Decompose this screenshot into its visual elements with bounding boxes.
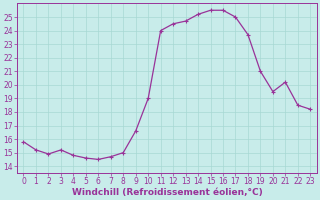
X-axis label: Windchill (Refroidissement éolien,°C): Windchill (Refroidissement éolien,°C) (72, 188, 262, 197)
